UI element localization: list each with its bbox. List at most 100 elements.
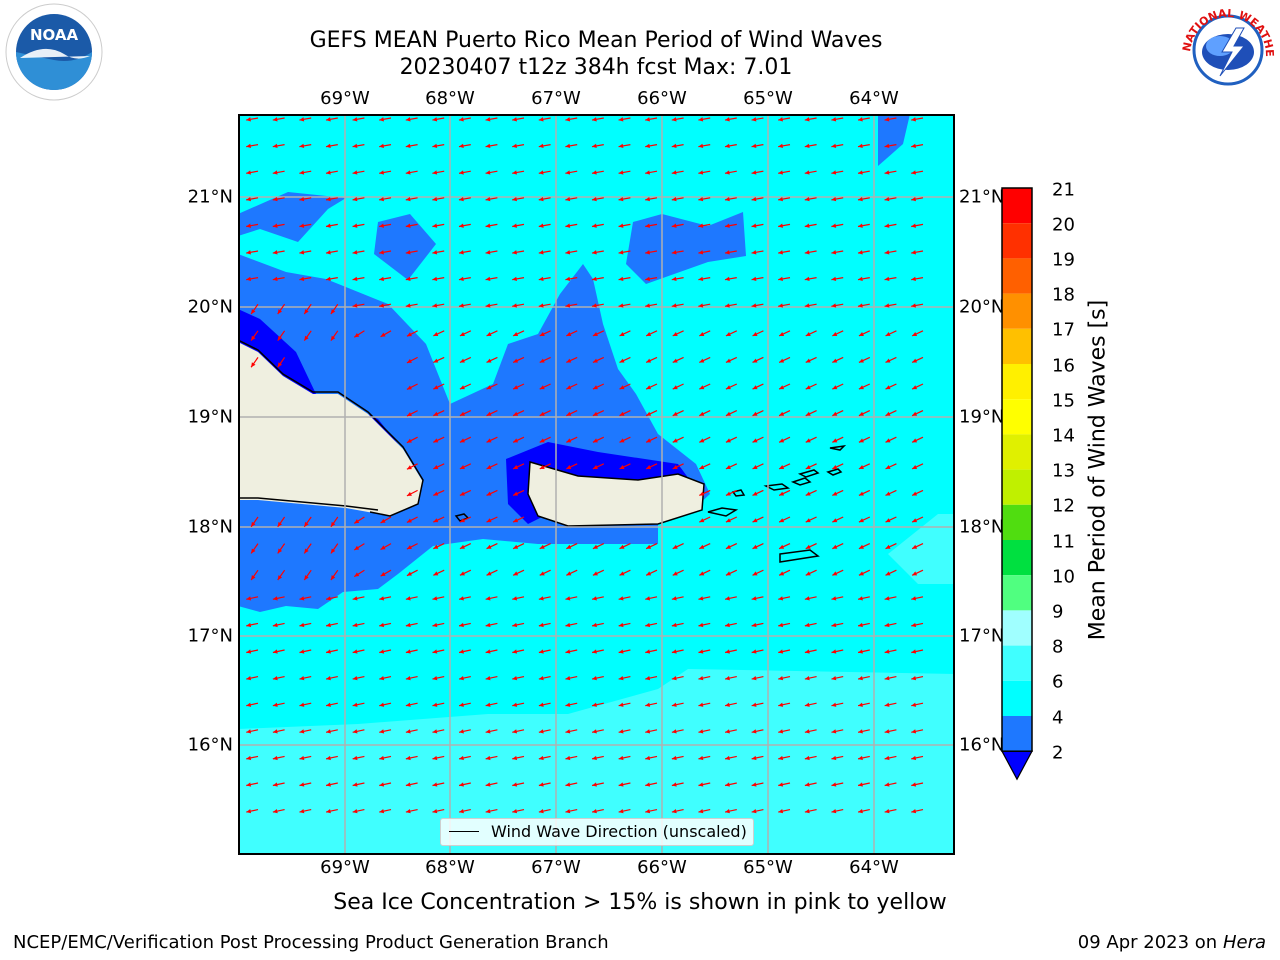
wind-wave-arrow <box>752 383 764 390</box>
wind-wave-arrow <box>565 196 578 202</box>
wind-wave-arrow <box>379 729 392 734</box>
wind-wave-arrow <box>512 782 525 787</box>
wind-wave-arrow <box>832 383 844 390</box>
wind-wave-arrow <box>325 782 338 787</box>
wind-wave-arrow <box>911 410 924 417</box>
wind-wave-arrow <box>885 356 897 364</box>
wind-wave-arrow <box>406 543 418 550</box>
wind-wave-arrow <box>805 330 817 337</box>
wind-wave-arrow <box>246 170 259 175</box>
wind-wave-arrow <box>804 276 817 282</box>
wind-wave-arrow <box>591 649 604 654</box>
wind-wave-arrow <box>645 622 658 628</box>
wind-wave-arrow <box>485 622 498 628</box>
wind-wave-arrow <box>778 410 791 417</box>
colorbar-block <box>1002 293 1032 329</box>
wind-wave-arrow <box>591 596 604 601</box>
wind-wave-arrow <box>459 543 472 550</box>
wind-wave-arrow <box>698 729 711 734</box>
wind-wave-arrow <box>277 357 286 368</box>
wind-wave-arrow <box>432 223 445 228</box>
wind-wave-arrow <box>778 117 791 122</box>
wind-wave-arrow <box>591 622 604 628</box>
wind-wave-arrow <box>565 117 578 122</box>
wind-wave-arrow <box>857 809 870 814</box>
wind-wave-arrow <box>272 276 285 282</box>
wind-wave-arrow <box>857 676 870 681</box>
field-band-2-4 <box>878 114 910 166</box>
puerto-rico-coast <box>527 461 705 527</box>
wind-wave-arrow <box>884 809 897 814</box>
wind-wave-arrow <box>353 569 365 578</box>
wind-wave-arrow <box>512 196 525 202</box>
wind-wave-arrow <box>566 436 578 443</box>
wind-wave-arrow <box>618 702 631 707</box>
wind-wave-arrow <box>277 330 286 341</box>
wind-wave-arrow <box>303 303 312 315</box>
wind-wave-arrow <box>699 463 711 470</box>
wind-wave-arrow <box>486 356 498 364</box>
wind-wave-arrow <box>645 276 658 282</box>
wind-wave-arrow <box>272 622 285 628</box>
wind-wave-arrow <box>699 543 711 550</box>
wind-wave-arrow <box>325 196 338 202</box>
wind-wave-arrow <box>433 410 445 417</box>
wind-wave-arrow <box>645 330 658 337</box>
wind-wave-arrow <box>751 702 764 707</box>
wind-wave-arrow <box>724 676 737 681</box>
wind-wave-arrow <box>645 755 658 761</box>
field-band-2-4 <box>374 214 436 280</box>
wind-wave-arrow <box>778 809 791 814</box>
wind-wave-arrow <box>804 649 817 654</box>
wind-wave-arrow <box>751 303 764 308</box>
wind-wave-arrow <box>277 516 286 528</box>
wind-wave-arrow <box>591 676 604 681</box>
footer-date: 09 Apr 2023 on Hera <box>1078 932 1266 953</box>
wind-wave-arrow <box>831 596 844 601</box>
wind-wave-arrow <box>299 622 312 628</box>
wind-wave-arrow <box>618 250 631 255</box>
wind-wave-arrow <box>671 143 684 149</box>
lat-label-left: 21°N <box>187 186 233 208</box>
wind-wave-arrow <box>485 755 498 761</box>
wind-wave-arrow <box>432 649 445 654</box>
wind-wave-arrow <box>884 782 897 787</box>
noaa-logo-text: NOAA <box>30 26 79 44</box>
wind-wave-arrow <box>325 170 338 175</box>
vieques-coast <box>707 507 739 517</box>
wind-wave-arrow <box>751 622 764 628</box>
wind-wave-arrow <box>671 117 684 122</box>
lon-label-top: 64°W <box>849 88 899 109</box>
puerto-rico-land <box>528 462 704 526</box>
wind-wave-arrow <box>539 410 551 417</box>
wind-wave-arrow <box>831 649 844 654</box>
wind-wave-arrow <box>832 356 844 364</box>
wind-wave-arrow <box>858 356 871 364</box>
colorbar-frame <box>1001 187 1033 752</box>
wind-wave-arrow <box>379 223 392 228</box>
wind-wave-arrow <box>911 383 924 390</box>
wind-wave-arrow <box>751 809 764 814</box>
wind-wave-arrow <box>645 196 658 202</box>
wind-wave-arrow <box>538 729 551 734</box>
wind-wave-arrow <box>857 729 870 734</box>
wind-wave-arrow <box>272 702 285 707</box>
wind-wave-arrow <box>591 702 604 707</box>
wind-wave-arrow <box>272 755 285 761</box>
wind-wave-arrow <box>379 170 392 175</box>
wind-wave-arrows <box>246 117 924 814</box>
wind-wave-arrow <box>486 330 498 337</box>
wind-wave-arrow <box>857 649 870 654</box>
wind-wave-arrow <box>858 489 871 497</box>
wind-wave-arrow <box>246 622 259 628</box>
wind-wave-arrow <box>458 702 471 707</box>
wind-wave-arrow <box>911 729 924 734</box>
map-frame <box>238 114 955 855</box>
wind-wave-arrow <box>911 622 924 628</box>
wind-wave-arrow <box>645 117 658 122</box>
wind-wave-arrow <box>432 196 445 202</box>
wind-wave-arrow <box>277 543 286 554</box>
wind-wave-arrow <box>911 516 924 523</box>
wind-wave-arrow <box>352 117 365 122</box>
wind-wave-arrow <box>272 676 285 681</box>
